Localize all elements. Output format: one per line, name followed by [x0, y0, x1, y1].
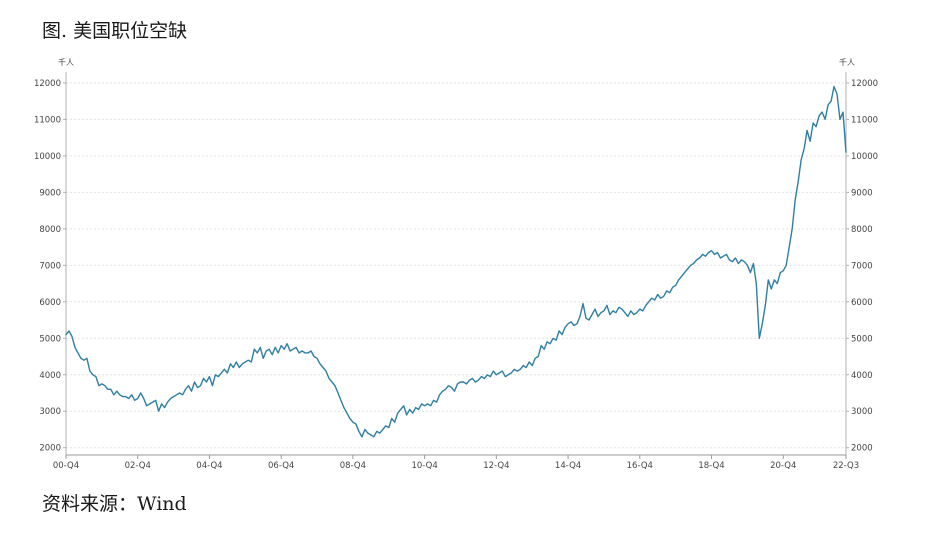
- y-tick-label-right: 9000: [851, 188, 873, 198]
- y-tick-label-left: 7000: [39, 261, 61, 271]
- x-tick-label: 06-Q4: [268, 461, 294, 471]
- y-tick-label-left: 10000: [34, 152, 61, 162]
- y-tick-label-left: 2000: [39, 444, 61, 454]
- x-tick-label: 20-Q4: [770, 461, 796, 471]
- y-tick-label-right: 12000: [851, 79, 878, 89]
- x-tick-label: 08-Q4: [340, 461, 366, 471]
- source-note: 资料来源：Wind: [42, 493, 187, 515]
- y-tick-label-right: 7000: [851, 261, 873, 271]
- y-tick-label-left: 4000: [39, 371, 61, 381]
- y-tick-label-right: 6000: [851, 298, 873, 308]
- y-tick-label-right: 11000: [851, 115, 878, 125]
- y-tick-label-right: 5000: [851, 334, 873, 344]
- y-tick-label-right: 3000: [851, 407, 873, 417]
- y-tick-label-right: 10000: [851, 152, 878, 162]
- y-tick-label-right: 4000: [851, 371, 873, 381]
- y-tick-label-left: 11000: [34, 115, 61, 125]
- right-unit-label: 千人: [839, 57, 855, 67]
- y-tick-label-left: 6000: [39, 298, 61, 308]
- axes: [65, 72, 847, 456]
- x-tick-label: 14-Q4: [555, 461, 581, 471]
- grid-lines: [63, 82, 849, 459]
- y-tick-label-left: 5000: [39, 334, 61, 344]
- y-tick-label-left: 3000: [39, 407, 61, 417]
- line-chart: 千人 千人 2000 2000 3000 3000 4000 4000 5000 5000 60…: [34, 57, 878, 471]
- y-tick-label-right: 8000: [851, 225, 873, 235]
- x-tick-label: 10-Q4: [411, 461, 437, 471]
- tick-labels: 2000 2000 3000 3000 4000 4000 5000 5000 6000 6000…: [34, 79, 878, 471]
- x-tick-label: 18-Q4: [698, 461, 724, 471]
- y-tick-label-right: 2000: [851, 444, 873, 454]
- x-tick-label: 16-Q4: [627, 461, 653, 471]
- series-line: [65, 85, 847, 438]
- series-layer: [65, 85, 847, 438]
- x-tick-label: 22-Q3: [833, 461, 859, 471]
- x-tick-label: 02-Q4: [125, 461, 151, 471]
- x-tick-label: 00-Q4: [53, 461, 79, 471]
- y-tick-label-left: 9000: [39, 188, 61, 198]
- y-tick-label-left: 12000: [34, 79, 61, 89]
- y-tick-label-left: 8000: [39, 225, 61, 235]
- chart-title: 图. 美国职位空缺: [42, 20, 188, 42]
- x-tick-label: 04-Q4: [196, 461, 222, 471]
- left-unit-label: 千人: [58, 57, 74, 67]
- x-tick-label: 12-Q4: [483, 461, 509, 471]
